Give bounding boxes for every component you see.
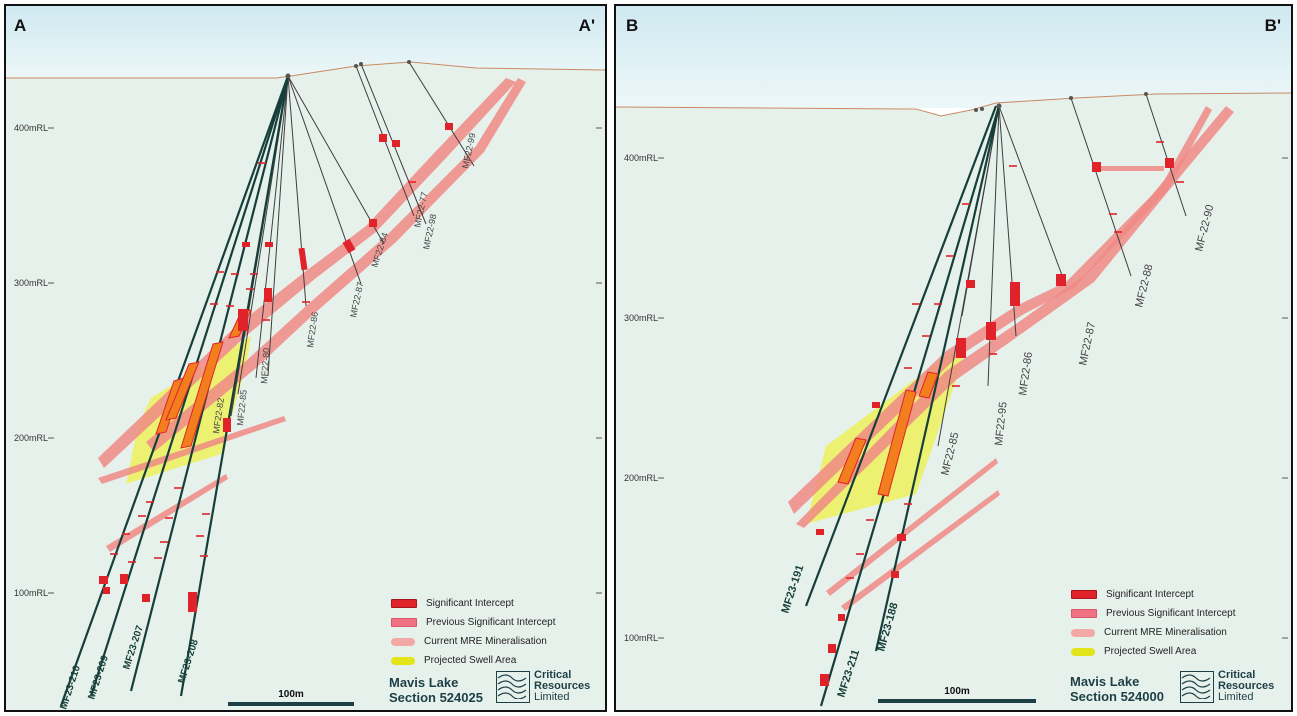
section-label-start: A xyxy=(14,16,27,35)
legend-item: Previous Significant Intercept xyxy=(1071,604,1236,623)
section-panel-b: 400mRL 300mRL 200mRL 100mRL MF-22-90 MF2… xyxy=(614,4,1293,712)
section-panel-a: 400mRL 300mRL 200mRL 100mRL MF22-99 MF22… xyxy=(4,4,607,712)
previous-intercepts xyxy=(99,123,453,612)
legend: Significant Intercept Previous Significa… xyxy=(1071,585,1236,661)
legend-item: Previous Significant Intercept xyxy=(391,613,556,632)
sky xyxy=(6,6,605,78)
drill-collars xyxy=(974,92,1148,112)
title-line2: Section 524025 xyxy=(389,690,483,705)
mre-swatch xyxy=(1071,628,1095,637)
section-label-end: A' xyxy=(578,16,595,35)
legend-label: Current MRE Mineralisation xyxy=(424,636,547,647)
assay-ticks xyxy=(110,162,416,563)
scale-bar: 100m xyxy=(228,689,354,706)
scale-bar-line xyxy=(878,699,1036,703)
legend-label: Projected Swell Area xyxy=(1104,646,1197,657)
rl-label-200: 200mRL xyxy=(14,433,48,443)
logo-line3: Limited xyxy=(534,691,570,703)
logo-line2: Resources xyxy=(534,680,591,692)
section-title: Mavis Lake Section 524000 xyxy=(1070,674,1164,704)
logo-line1: Critical xyxy=(1218,669,1256,681)
scale-label: 100m xyxy=(944,686,970,697)
section-label-start: B xyxy=(626,16,639,35)
assay-ticks xyxy=(846,141,1184,579)
logo-line1: Critical xyxy=(534,669,572,681)
sky xyxy=(616,6,1291,108)
swell-swatch xyxy=(391,656,415,665)
hole-label-mf22-95: MF22-95 xyxy=(993,401,1010,446)
legend-item: Current MRE Mineralisation xyxy=(391,632,556,651)
rl-label-300: 300mRL xyxy=(14,278,48,288)
section-diagram-b: 400mRL 300mRL 200mRL 100mRL MF-22-90 MF2… xyxy=(616,6,1291,710)
rl-ticks xyxy=(48,127,602,594)
logo-line3: Limited xyxy=(1218,691,1254,703)
legend-item: Projected Swell Area xyxy=(391,651,556,670)
title-line2: Section 524000 xyxy=(1070,689,1164,704)
hole-label-mf22-82: MF22-82 xyxy=(211,397,226,434)
scale-label: 100m xyxy=(278,689,304,700)
rl-label-300: 300mRL xyxy=(624,313,658,323)
scale-bar: 100m xyxy=(878,686,1036,703)
logo-icon xyxy=(496,670,530,703)
hole-label-mf22-86: MF22-86 xyxy=(305,311,320,348)
title-line1: Mavis Lake xyxy=(1070,674,1140,689)
swell-swatch xyxy=(1071,647,1095,656)
legend: Significant Intercept Previous Significa… xyxy=(391,594,556,670)
significant-intercept-swatch xyxy=(391,599,417,608)
previous-intercept-swatch xyxy=(1071,609,1097,618)
previous-intercepts xyxy=(816,158,1174,686)
hole-label-mf22-85: MF22-85 xyxy=(235,389,249,426)
legend-label: Previous Significant Intercept xyxy=(1106,608,1236,619)
legend-label: Projected Swell Area xyxy=(424,655,517,666)
section-title: Mavis Lake Section 524025 xyxy=(389,675,483,705)
section-label-end: B' xyxy=(1264,16,1281,35)
legend-item: Current MRE Mineralisation xyxy=(1071,623,1236,642)
legend-label: Previous Significant Intercept xyxy=(426,617,556,628)
hole-label-mf22-80: MF22-80 xyxy=(259,348,271,385)
section-diagram-a: 400mRL 300mRL 200mRL 100mRL MF22-99 MF22… xyxy=(6,6,605,710)
legend-item: Significant Intercept xyxy=(391,594,556,613)
topography-line xyxy=(616,92,1291,117)
company-logo: Critical Resources Limited xyxy=(1180,670,1274,703)
rl-label-100: 100mRL xyxy=(624,633,658,643)
significant-intercept-swatch xyxy=(1071,590,1097,599)
rl-ticks xyxy=(658,157,1288,639)
rl-label-200: 200mRL xyxy=(624,473,658,483)
drill-collars xyxy=(285,60,411,79)
company-logo: Critical Resources Limited xyxy=(496,670,590,703)
rl-label-400: 400mRL xyxy=(14,123,48,133)
legend-label: Current MRE Mineralisation xyxy=(1104,627,1227,638)
previous-intercept-swatch xyxy=(391,618,417,627)
scale-bar-line xyxy=(228,702,354,706)
logo-icon xyxy=(1180,670,1214,703)
mre-swatch xyxy=(391,637,415,646)
ground-area xyxy=(6,62,605,710)
legend-label: Significant Intercept xyxy=(426,598,514,609)
legend-label: Significant Intercept xyxy=(1106,589,1194,600)
rl-label-400: 400mRL xyxy=(624,153,658,163)
legend-item: Projected Swell Area xyxy=(1071,642,1236,661)
logo-line2: Resources xyxy=(1218,680,1275,692)
legend-item: Significant Intercept xyxy=(1071,585,1236,604)
significant-intercepts xyxy=(837,371,939,497)
rl-label-100: 100mRL xyxy=(14,588,48,598)
previous-drill-traces xyxy=(937,93,1187,447)
title-line1: Mavis Lake xyxy=(389,675,459,690)
